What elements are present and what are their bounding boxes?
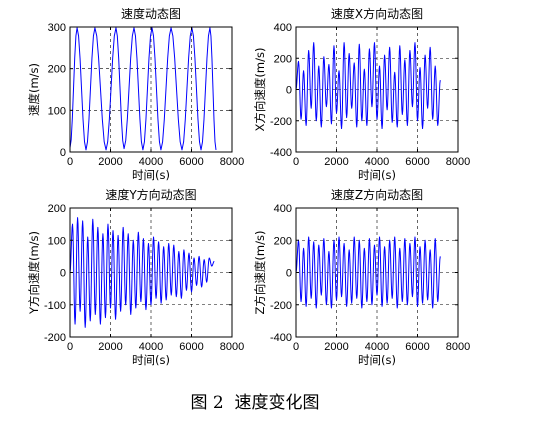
x-tick-label: 6000 bbox=[405, 341, 429, 353]
x-tick-label: 2000 bbox=[98, 156, 122, 168]
y-tick-label: -200 bbox=[270, 300, 292, 312]
subplot-speed-z: 0 2000 4000 6000 8000 -400 -200 0 200 400 速度Z方向动态图… bbox=[253, 187, 470, 367]
y-tick-label: 200 bbox=[48, 64, 66, 76]
y-tick-label: 300 bbox=[48, 22, 66, 34]
data-series-line bbox=[295, 236, 441, 309]
chart-title: 速度Y方向动态图 bbox=[105, 187, 196, 202]
y-tick-label: 0 bbox=[286, 268, 292, 280]
y-axis-label: Y方向速度(m/s) bbox=[27, 231, 41, 315]
chart-title: 速度动态图 bbox=[121, 6, 181, 21]
chart-title: 速度X方向动态图 bbox=[331, 6, 423, 21]
y-tick-label: 100 bbox=[48, 105, 66, 117]
x-axis-label: 时间(s) bbox=[132, 353, 170, 367]
x-axis-label: 时间(s) bbox=[132, 168, 170, 182]
x-tick-label: 6000 bbox=[179, 341, 203, 353]
y-tick-label: 100 bbox=[48, 235, 66, 247]
subplot-speed-x: 0 2000 4000 6000 8000 -400 -200 0 200 400 速度X方向动态图… bbox=[253, 6, 470, 182]
y-tick-label: -200 bbox=[270, 116, 292, 128]
x-tick-label: 8000 bbox=[446, 156, 470, 168]
subplot-speed-y: 0 2000 4000 6000 8000 -200 -100 0 100 200 速度Y方向动态图… bbox=[27, 187, 244, 367]
data-series-line bbox=[295, 42, 441, 130]
y-tick-label: 0 bbox=[60, 268, 66, 280]
x-tick-label: 0 bbox=[293, 156, 299, 168]
y-tick-label: -200 bbox=[44, 332, 66, 344]
data-series-line bbox=[69, 27, 217, 151]
x-tick-label: 4000 bbox=[365, 156, 389, 168]
y-tick-label: -100 bbox=[44, 300, 66, 312]
x-tick-label: 8000 bbox=[220, 341, 244, 353]
y-tick-label: -400 bbox=[270, 332, 292, 344]
y-axis-label: 速度(m/s) bbox=[27, 63, 41, 116]
x-axis-label: 时间(s) bbox=[358, 353, 396, 367]
figure-caption: 图 2 速度变化图 bbox=[190, 393, 320, 413]
data-series-line bbox=[69, 217, 215, 328]
y-tick-label: -400 bbox=[270, 147, 292, 159]
x-tick-label: 4000 bbox=[365, 341, 389, 353]
x-tick-label: 8000 bbox=[446, 341, 470, 353]
x-tick-label: 2000 bbox=[324, 156, 348, 168]
x-tick-label: 6000 bbox=[405, 156, 429, 168]
x-tick-label: 2000 bbox=[324, 341, 348, 353]
y-axis-label: Z方向速度(m/s) bbox=[253, 231, 267, 315]
x-tick-label: 0 bbox=[67, 341, 73, 353]
y-tick-label: 0 bbox=[60, 147, 66, 159]
x-tick-label: 6000 bbox=[179, 156, 203, 168]
y-tick-label: 400 bbox=[274, 203, 292, 215]
y-tick-label: 200 bbox=[274, 53, 292, 65]
y-tick-label: 200 bbox=[274, 235, 292, 247]
x-tick-label: 0 bbox=[67, 156, 73, 168]
figure-canvas: 0 2000 4000 6000 80000100200300速度动态图时间(s)速度(… bbox=[27, 6, 470, 367]
y-tick-label: 0 bbox=[286, 85, 292, 97]
x-tick-label: 4000 bbox=[139, 156, 163, 168]
y-tick-label: 400 bbox=[274, 22, 292, 34]
x-tick-label: 2000 bbox=[98, 341, 122, 353]
x-axis-label: 时间(s) bbox=[358, 168, 396, 182]
x-tick-label: 8000 bbox=[220, 156, 244, 168]
chart-title: 速度Z方向动态图 bbox=[331, 187, 423, 202]
y-axis-label: X方向速度(m/s) bbox=[253, 48, 267, 132]
x-tick-label: 4000 bbox=[139, 341, 163, 353]
x-tick-label: 0 bbox=[293, 341, 299, 353]
y-tick-label: 200 bbox=[48, 203, 66, 215]
